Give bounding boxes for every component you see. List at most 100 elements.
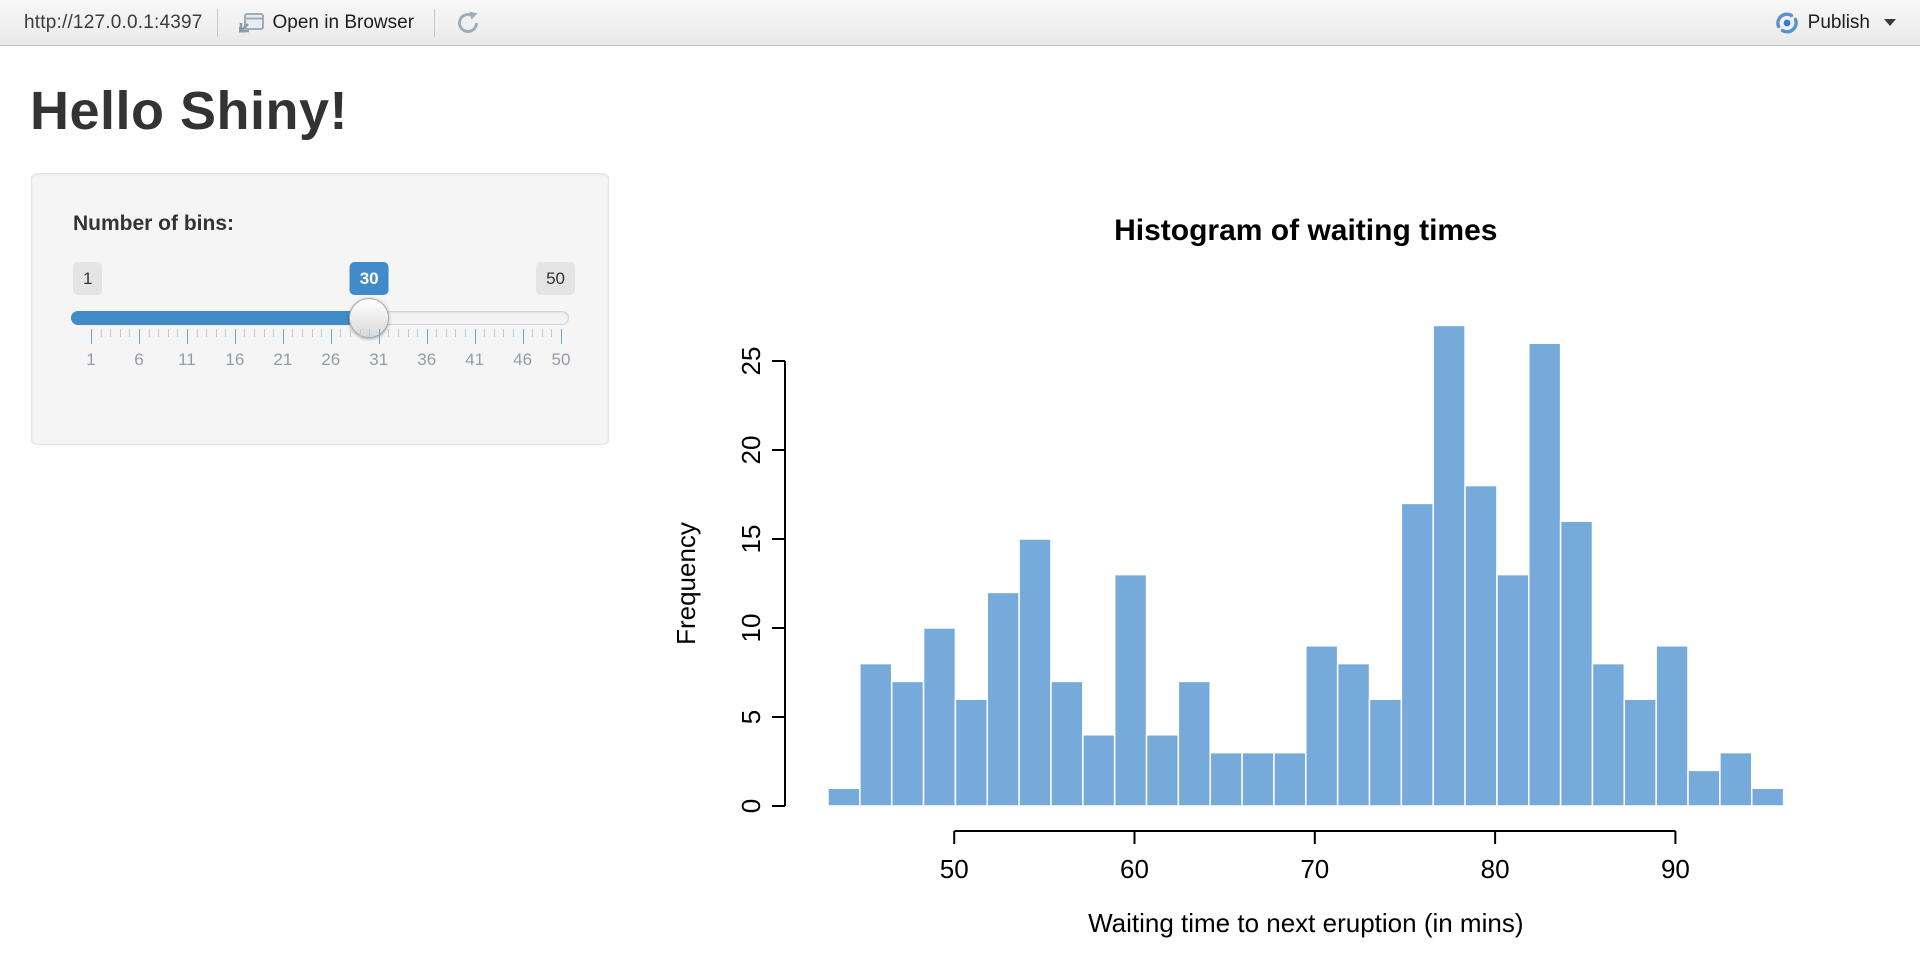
slider-major-tick — [522, 329, 524, 344]
slider-minor-tick — [321, 329, 323, 337]
x-tick-label: 60 — [1120, 854, 1149, 884]
y-axis-label: Frequency — [671, 522, 701, 645]
histogram-bar — [1368, 698, 1403, 807]
refresh-icon — [458, 11, 479, 33]
y-tick-label: 10 — [736, 614, 766, 643]
slider-minor-tick — [254, 329, 256, 337]
slider-minor-tick — [263, 329, 265, 337]
histogram-bar — [1113, 573, 1148, 807]
bins-slider-label: Number of bins: — [73, 212, 234, 235]
histogram-bar — [1400, 502, 1434, 807]
slider-minor-tick — [484, 329, 486, 337]
slider-minor-tick — [110, 329, 112, 337]
slider-minor-tick — [513, 329, 515, 337]
x-axis-label: Waiting time to next eruption (in mins) — [1088, 908, 1523, 938]
slider-minor-tick — [493, 329, 495, 337]
y-tick-label: 0 — [736, 799, 766, 813]
chart-title: Histogram of waiting times — [1114, 214, 1497, 247]
histogram-bar — [1687, 769, 1721, 807]
slider-minor-tick — [196, 329, 198, 337]
slider-minor-tick — [551, 329, 553, 337]
histogram-bar — [1591, 662, 1626, 807]
slider-minor-tick — [465, 329, 467, 337]
x-tick-label: 80 — [1481, 854, 1510, 884]
x-tick-label: 90 — [1661, 854, 1690, 884]
slider-minor-tick — [503, 329, 505, 337]
slider-tick-label: 26 — [321, 350, 341, 369]
slider-minor-tick — [302, 329, 304, 337]
x-tick-label: 70 — [1300, 854, 1329, 884]
slider-min-label: 1 — [73, 262, 103, 295]
open-in-browser-icon — [238, 12, 264, 32]
page-title: Hello Shiny! — [30, 81, 349, 141]
histogram-bar — [1750, 787, 1785, 807]
slider-major-tick — [186, 329, 188, 344]
slider-minor-tick — [349, 329, 351, 337]
slider-major-tick — [474, 329, 476, 344]
histogram-bar — [1719, 751, 1753, 807]
histogram-bar — [1018, 538, 1052, 807]
y-tick-label: 25 — [736, 347, 766, 376]
slider-minor-tick — [340, 329, 342, 337]
histogram-bar — [1655, 645, 1689, 807]
slider-minor-tick — [177, 329, 179, 337]
slider-minor-tick — [417, 329, 419, 337]
slider-max-label: 50 — [536, 262, 575, 295]
slider-tick-label: 50 — [551, 350, 571, 369]
x-tick-label: 50 — [940, 854, 969, 884]
open-in-browser-label: Open in Browser — [272, 11, 415, 33]
publish-button[interactable]: Publish — [1768, 6, 1902, 40]
slider-major-tick — [282, 329, 284, 344]
slider-major-tick — [91, 329, 92, 344]
slider-tick-label: 1 — [86, 350, 96, 369]
viewer-toolbar: http://127.0.0.1:4397 Open in Browser Pu… — [0, 0, 1920, 46]
slider-tick-label: 31 — [369, 350, 389, 369]
toolbar-separator — [434, 8, 436, 37]
slider-minor-tick — [167, 329, 169, 337]
slider-tick-label: 11 — [178, 350, 196, 369]
histogram-plot: 50 60 70 80 90 0 5 10 15 20 25 Histogram of waiting… — [671, 214, 1785, 938]
histogram-bar — [859, 662, 893, 807]
slider-major-tick — [561, 329, 562, 344]
app-url: http://127.0.0.1:4397 — [24, 11, 203, 33]
histogram-bar — [1082, 734, 1116, 807]
y-tick-label: 20 — [736, 436, 766, 465]
histogram-bar — [890, 680, 925, 807]
slider-major-tick — [378, 329, 380, 344]
slider-minor-tick — [369, 329, 371, 337]
open-in-browser-button[interactable]: Open in Browser — [232, 7, 421, 39]
slider-minor-tick — [119, 329, 121, 337]
slider-minor-tick — [359, 329, 361, 337]
slider-minor-tick — [541, 329, 543, 337]
histogram-bar — [954, 698, 989, 807]
slider-minor-tick — [148, 329, 150, 337]
slider-value-badge: 30 — [349, 262, 389, 295]
histogram-bar — [1528, 342, 1562, 807]
slider-minor-tick — [388, 329, 390, 337]
histogram-bar — [1177, 680, 1211, 807]
slider-minor-tick — [206, 329, 208, 337]
histogram-bar — [1305, 645, 1339, 807]
slider-minor-tick — [158, 329, 160, 337]
histogram-bar — [922, 627, 957, 807]
histogram-bar — [1209, 751, 1243, 807]
slider-major-tick — [330, 329, 332, 344]
sidebar-panel: Number of bins: 1 50 30 1 6 11 16 21 26 31 36 41… — [31, 173, 609, 445]
caret-down-icon — [1884, 19, 1896, 26]
slider-minor-tick — [225, 329, 227, 337]
slider-minor-tick — [445, 329, 447, 337]
slider-minor-tick — [311, 329, 313, 337]
histogram-bar — [1145, 734, 1180, 807]
slider-major-tick — [426, 329, 428, 344]
slider-minor-tick — [397, 329, 399, 337]
histogram-bar — [827, 787, 861, 807]
slider-tick-label: 6 — [134, 350, 144, 369]
slider-minor-tick — [215, 329, 217, 337]
histogram-bar — [1623, 698, 1657, 807]
histogram-bar — [1559, 520, 1594, 807]
histogram-bar — [1050, 680, 1084, 807]
refresh-button[interactable] — [449, 6, 487, 40]
slider-minor-tick — [244, 329, 246, 337]
bins-slider-fill — [71, 311, 370, 325]
histogram-bar — [1241, 751, 1275, 807]
